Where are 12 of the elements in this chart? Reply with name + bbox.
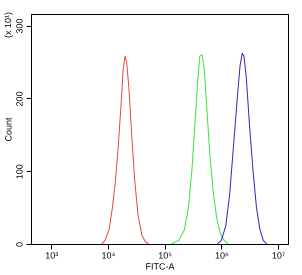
x-tick-label: 10⁵ bbox=[158, 250, 172, 260]
y-tick-label: 0 bbox=[14, 242, 24, 248]
x-tick-label: 10⁴ bbox=[101, 250, 116, 260]
x-tick-label: 10⁶ bbox=[214, 250, 229, 260]
y-axis-title: Count bbox=[4, 117, 14, 142]
x-tick-label: 10⁷ bbox=[272, 250, 286, 260]
x-tick-label: 10³ bbox=[45, 250, 58, 260]
y-tick-label: 300 bbox=[14, 18, 24, 34]
y-tick-label: 100 bbox=[14, 164, 24, 180]
y-tick-label: 200 bbox=[14, 91, 24, 106]
x-axis-title: FITC-A bbox=[146, 262, 174, 272]
text: (x 10¹) bbox=[3, 12, 13, 38]
